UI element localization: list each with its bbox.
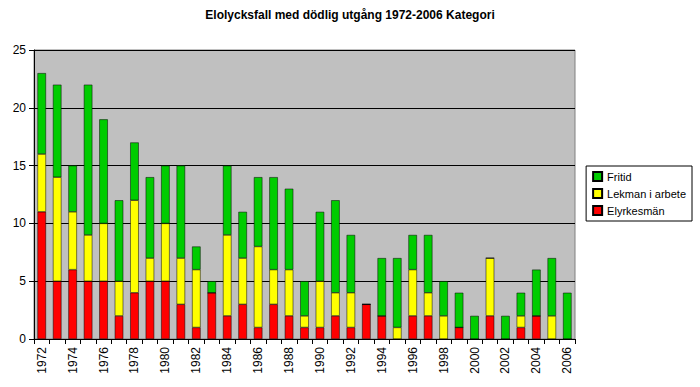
svg-text:1978: 1978 xyxy=(127,347,141,374)
svg-text:1994: 1994 xyxy=(375,347,389,374)
svg-text:0: 0 xyxy=(19,332,26,346)
svg-text:Elyrkesmän: Elyrkesmän xyxy=(607,205,664,217)
svg-text:1982: 1982 xyxy=(189,347,203,374)
svg-text:1988: 1988 xyxy=(282,347,296,374)
svg-text:1972: 1972 xyxy=(35,347,49,374)
svg-text:15: 15 xyxy=(13,159,27,173)
svg-text:Lekman i arbete: Lekman i arbete xyxy=(607,188,686,200)
svg-text:5: 5 xyxy=(19,274,26,288)
svg-text:2002: 2002 xyxy=(498,347,512,374)
svg-text:1986: 1986 xyxy=(251,347,265,374)
svg-text:1976: 1976 xyxy=(97,347,111,374)
svg-text:1984: 1984 xyxy=(220,347,234,374)
svg-text:10: 10 xyxy=(13,216,27,230)
svg-text:1980: 1980 xyxy=(158,347,172,374)
svg-text:Fritid: Fritid xyxy=(607,171,631,183)
svg-text:1992: 1992 xyxy=(344,347,358,374)
svg-text:1974: 1974 xyxy=(66,347,80,374)
svg-text:2004: 2004 xyxy=(529,347,543,374)
svg-text:Elolycksfall med dödlig utgång: Elolycksfall med dödlig utgång 1972-2006… xyxy=(205,8,494,22)
svg-text:1990: 1990 xyxy=(313,347,327,374)
svg-text:2006: 2006 xyxy=(560,347,574,374)
svg-text:2000: 2000 xyxy=(468,347,482,374)
svg-text:1996: 1996 xyxy=(406,347,420,374)
svg-text:1998: 1998 xyxy=(437,347,451,374)
svg-text:20: 20 xyxy=(13,101,27,115)
svg-text:25: 25 xyxy=(13,43,27,57)
